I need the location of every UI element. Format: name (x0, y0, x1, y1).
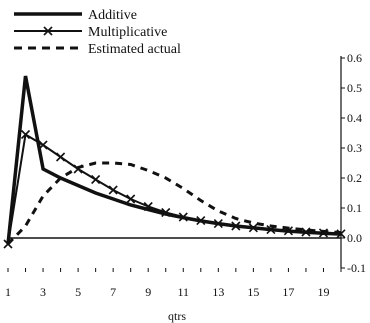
legend: Additive Multiplicative Estimated actual (14, 8, 181, 57)
x-axis-title: qtrs (168, 309, 186, 323)
y-tick-label: 0.0 (347, 231, 362, 245)
data-point-multiplicative (20, 129, 31, 140)
legend-label-additive: Additive (88, 8, 137, 23)
axes: 0.60.50.40.30.20.10.0-0.11 3 5 7 9 11 13 15 17 19 (5, 51, 366, 299)
y-tick-label: 0.2 (347, 171, 362, 185)
y-tick-label: 0.5 (347, 81, 362, 95)
y-tick-label: 0.3 (347, 141, 362, 155)
y-tick-label: -0.1 (347, 261, 366, 275)
legend-label-estimated-actual: Estimated actual (88, 42, 181, 57)
data-point-multiplicative (91, 174, 101, 185)
x-tick-label: 9 (145, 285, 151, 299)
x-tick-label: 5 (75, 285, 81, 299)
legend-marker-x-icon (43, 26, 53, 36)
series-line-additive (6, 75, 342, 245)
x-tick-label: 11 (177, 285, 189, 299)
data-point-multiplicative (73, 164, 83, 174)
x-tick-label: 7 (110, 285, 116, 299)
x-tick-label: 3 (40, 285, 46, 299)
data-point-multiplicative (56, 152, 66, 162)
y-tick-label: 0.1 (347, 201, 362, 215)
series-layer (3, 75, 346, 249)
y-tick-label: 0.4 (347, 111, 362, 125)
x-tick-label: 19 (317, 285, 329, 299)
x-tick-label: 15 (247, 285, 259, 299)
data-point-multiplicative (126, 194, 136, 204)
data-point-multiplicative (108, 185, 118, 195)
y-tick-label: 0.6 (347, 51, 362, 65)
legend-label-multiplicative: Multiplicative (88, 25, 167, 40)
x-tick-label: 13 (212, 285, 224, 299)
x-tick-label: 17 (282, 285, 294, 299)
x-tick-label: 1 (5, 285, 11, 299)
